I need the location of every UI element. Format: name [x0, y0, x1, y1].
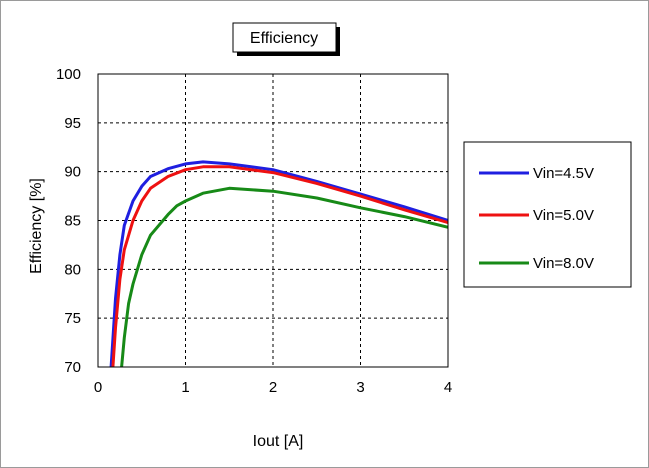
y-tick-label: 95 — [64, 115, 81, 132]
y-axis-title: Efficiency [%] — [28, 178, 45, 274]
y-tick-label: 85 — [64, 213, 81, 230]
chart-title: Efficiency — [250, 30, 318, 47]
legend-label-1: Vin=4.5V — [533, 165, 594, 182]
y-tick-labels: 70 75 80 85 90 95 100 — [56, 66, 81, 376]
plot-border-rect — [97, 73, 449, 368]
series-lines — [109, 160, 448, 367]
y-tick-label: 70 — [64, 359, 81, 376]
legend-label-2: Vin=5.0V — [533, 207, 594, 224]
plot-border — [97, 73, 449, 368]
x-tick-label: 3 — [356, 379, 364, 396]
y-tick-label: 100 — [56, 66, 81, 83]
x-axis-title: Iout [A] — [253, 433, 304, 450]
x-tick-label: 2 — [269, 379, 277, 396]
y-tick-label: 75 — [64, 310, 81, 327]
x-tick-labels: 0 1 2 3 4 — [94, 379, 452, 396]
legend: Vin=4.5V Vin=5.0V Vin=8.0V — [463, 141, 632, 288]
series-line-1 — [109, 160, 448, 367]
legend-label-3: Vin=8.0V — [533, 255, 594, 272]
x-tick-label: 0 — [94, 379, 102, 396]
x-tick-label: 1 — [181, 379, 189, 396]
series-line-3 — [120, 186, 448, 367]
series-line-2 — [111, 165, 448, 367]
x-tick-label: 4 — [444, 379, 452, 396]
y-tick-label: 80 — [64, 261, 81, 278]
y-tick-label: 90 — [64, 164, 81, 181]
chart-title-box: Efficiency — [232, 22, 340, 56]
